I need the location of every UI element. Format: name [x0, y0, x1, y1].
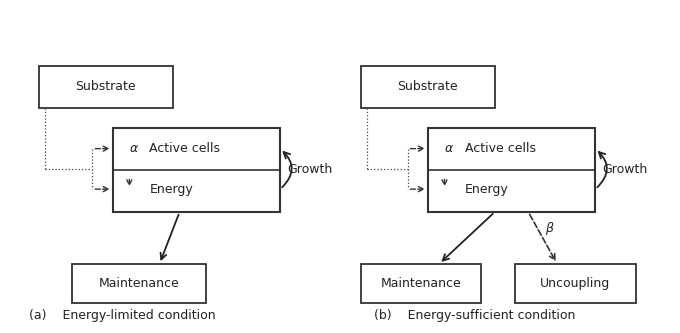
FancyBboxPatch shape: [113, 128, 280, 212]
Text: α: α: [445, 142, 453, 155]
FancyBboxPatch shape: [360, 264, 481, 303]
Text: Growth: Growth: [287, 163, 332, 176]
Text: β: β: [545, 222, 554, 235]
FancyBboxPatch shape: [515, 264, 636, 303]
Text: Active cells: Active cells: [150, 142, 220, 155]
Text: Substrate: Substrate: [75, 81, 136, 94]
FancyBboxPatch shape: [360, 66, 495, 108]
FancyBboxPatch shape: [72, 264, 207, 303]
Text: (b)    Energy-sufficient condition: (b) Energy-sufficient condition: [374, 309, 575, 322]
Text: Substrate: Substrate: [397, 81, 458, 94]
FancyBboxPatch shape: [428, 128, 596, 212]
Text: Energy: Energy: [150, 183, 193, 196]
Text: Growth: Growth: [602, 163, 647, 176]
Text: Active cells: Active cells: [464, 142, 536, 155]
Text: Maintenance: Maintenance: [381, 277, 462, 290]
FancyBboxPatch shape: [39, 66, 173, 108]
Text: α: α: [129, 142, 137, 155]
Text: Energy: Energy: [464, 183, 509, 196]
Text: Maintenance: Maintenance: [99, 277, 180, 290]
Text: (a)    Energy-limited condition: (a) Energy-limited condition: [29, 309, 216, 322]
Text: Uncoupling: Uncoupling: [540, 277, 611, 290]
